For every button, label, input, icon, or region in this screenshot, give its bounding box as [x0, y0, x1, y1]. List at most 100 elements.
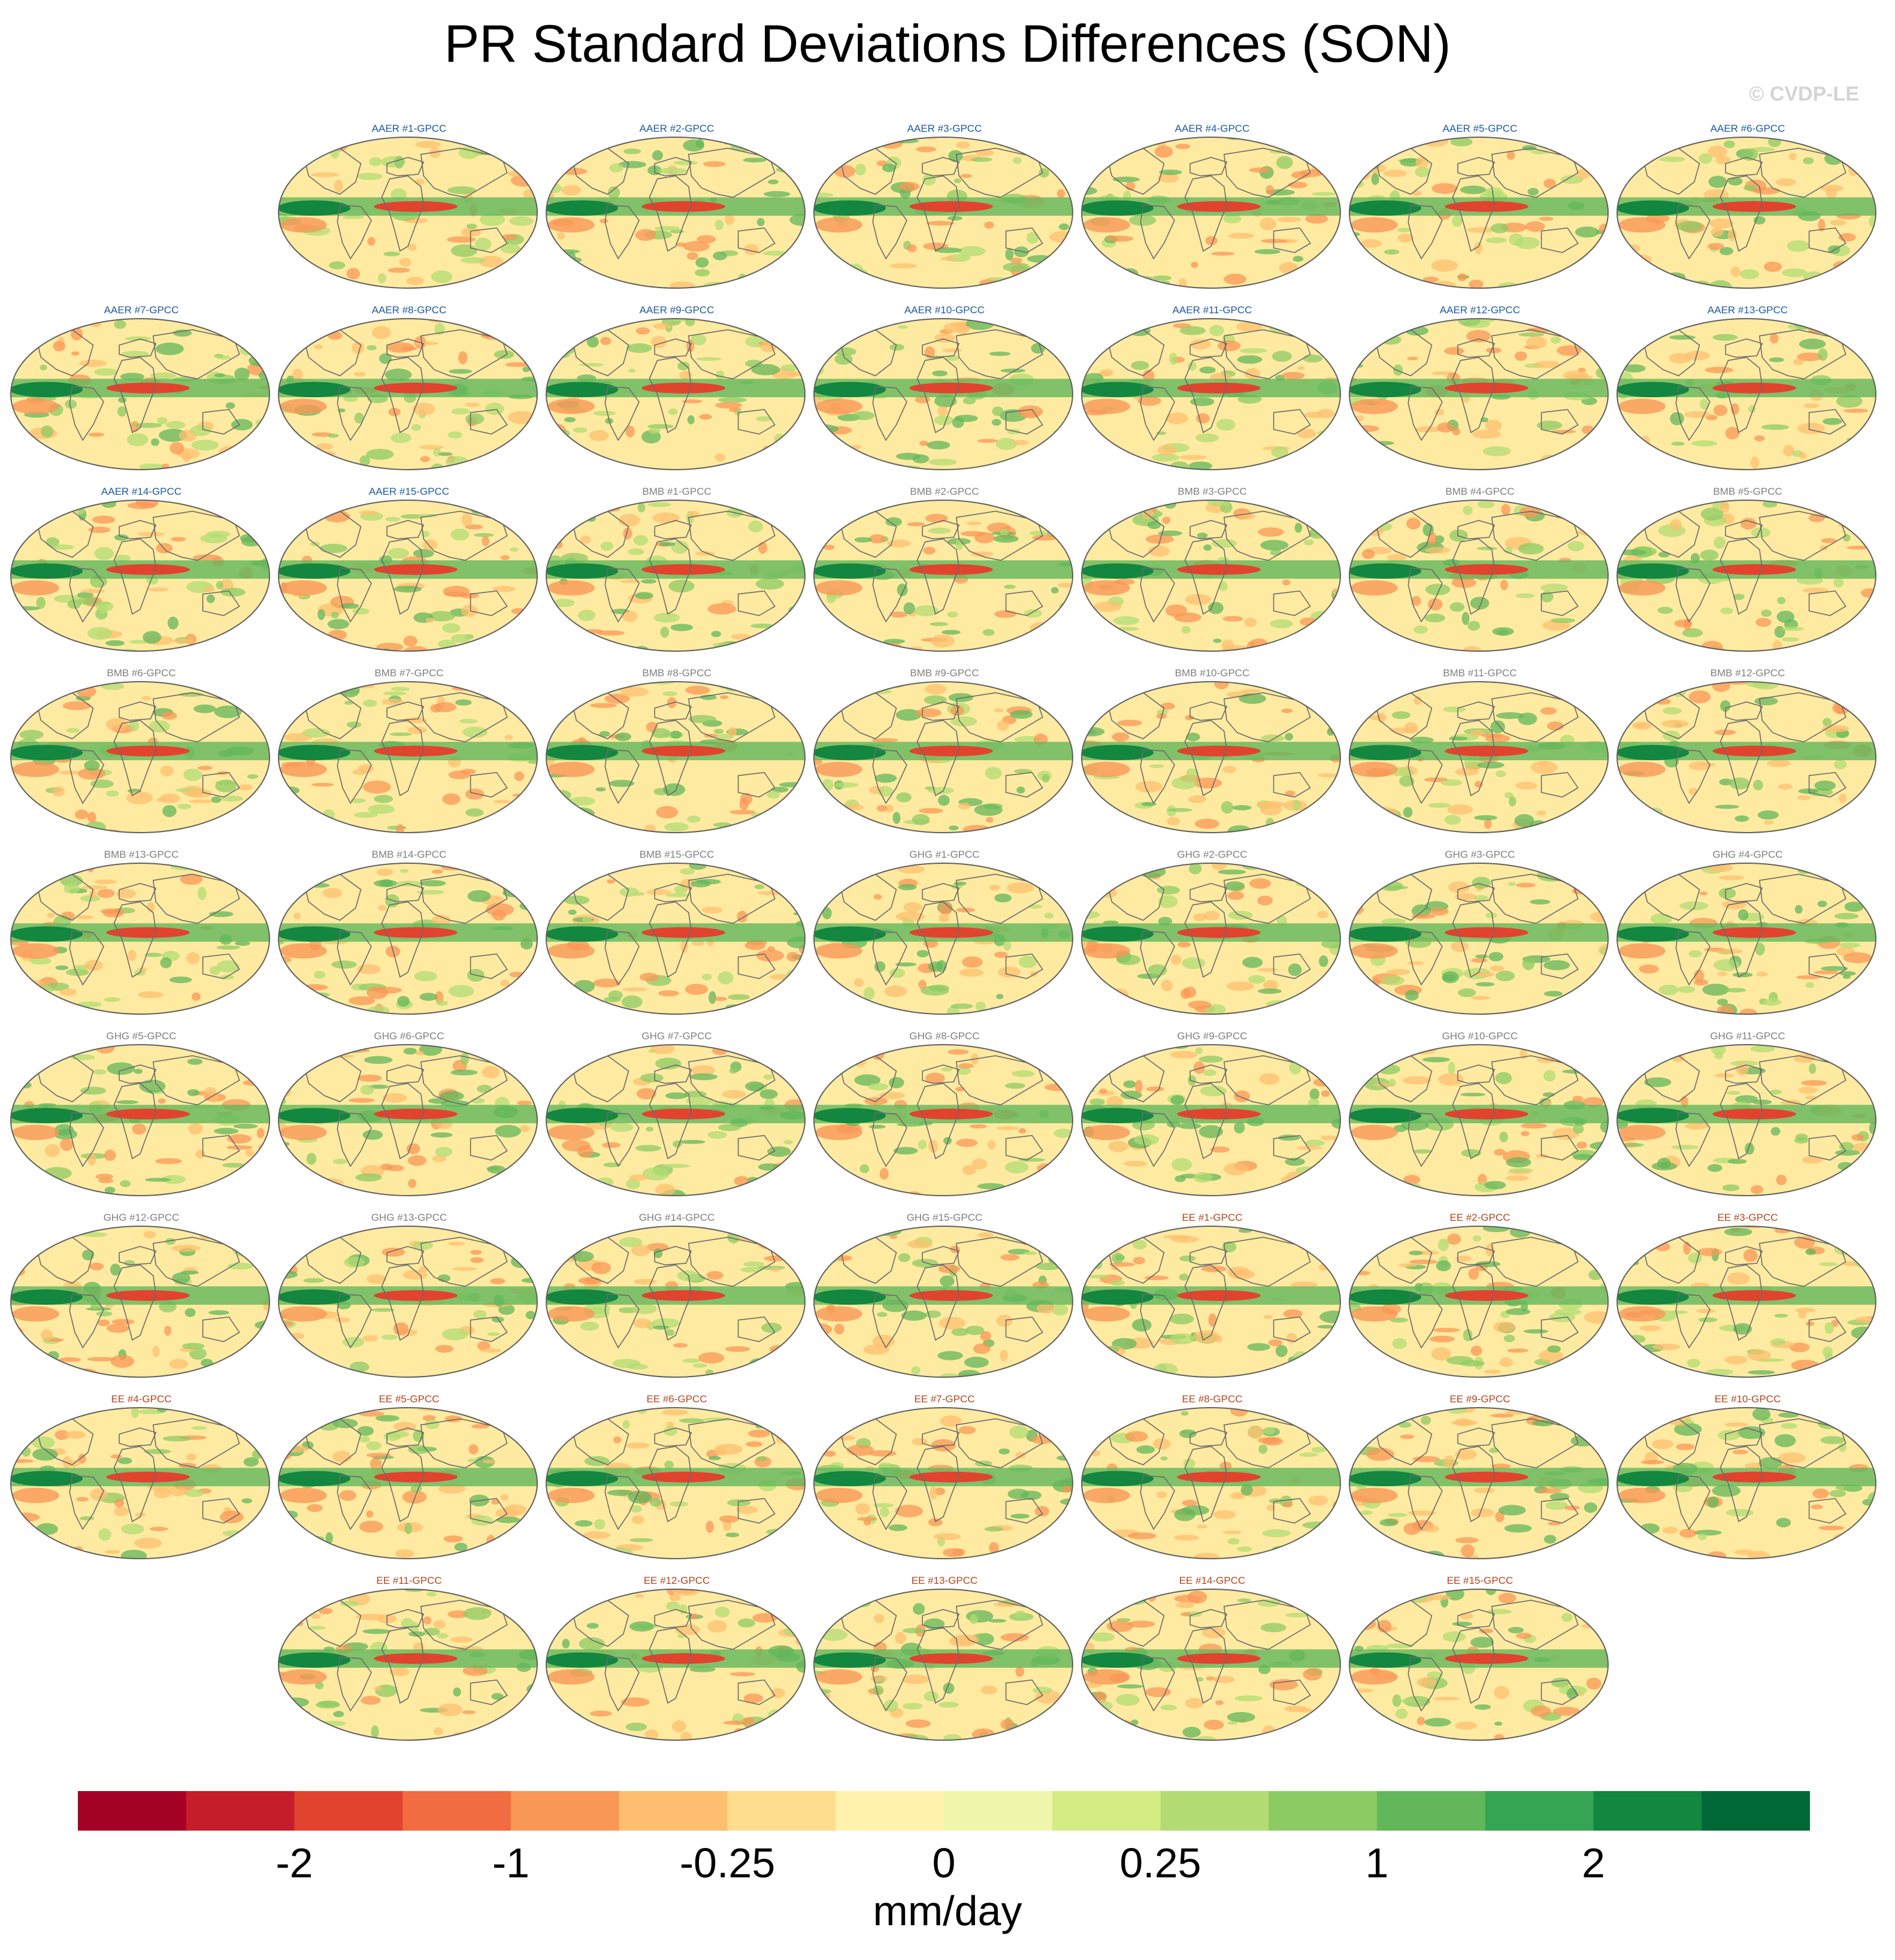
- anomaly-blob: [280, 1321, 293, 1326]
- anomaly-blob: [1509, 796, 1516, 807]
- anomaly-blob: [1477, 500, 1495, 509]
- anomaly-blob: [105, 790, 119, 797]
- anomaly-blob: [297, 140, 319, 148]
- coastline: [1725, 338, 1763, 358]
- anomaly-blob: [222, 1163, 246, 1168]
- anomaly-blob: [1582, 700, 1608, 706]
- coastline: [1540, 409, 1579, 435]
- map-panel-grid: AAER #1-GPCC AAER #2-GPCC AAER #3-GPCC AAER…: [10, 123, 1876, 1741]
- indian-ocean-anomaly: [814, 745, 886, 761]
- panel-title: EE #14-GPCC: [1179, 1575, 1246, 1586]
- anomaly-blob: [1013, 246, 1029, 258]
- anomaly-blob: [1024, 609, 1042, 618]
- anomaly-blob: [82, 1250, 95, 1261]
- pacific-anomaly: [909, 382, 993, 394]
- anomaly-blob: [762, 137, 775, 140]
- anomaly-blob: [1018, 1128, 1027, 1134]
- anomaly-blob: [1084, 516, 1099, 521]
- anomaly-blob: [893, 1147, 918, 1155]
- anomaly-blob: [1484, 1369, 1502, 1374]
- anomaly-blob: [313, 1735, 323, 1740]
- anomaly-blob: [1222, 1531, 1242, 1534]
- anomaly-blob: [636, 1088, 656, 1100]
- anomaly-blob: [1712, 1484, 1741, 1497]
- coastline: [1457, 1245, 1496, 1266]
- anomaly-blob: [385, 516, 401, 522]
- anomaly-blob: [1724, 140, 1735, 149]
- anomaly-blob: [92, 515, 116, 524]
- anomaly-blob: [1134, 1134, 1159, 1145]
- coastline: [119, 701, 157, 721]
- anomaly-blob: [846, 1049, 858, 1055]
- anomaly-blob: [1177, 942, 1191, 948]
- anomaly-blob: [559, 637, 582, 645]
- anomaly-blob: [1677, 220, 1703, 232]
- anomaly-blob: [1390, 727, 1418, 734]
- panel-title: BMB #2-GPCC: [910, 486, 979, 497]
- anomaly-blob: [1485, 237, 1507, 244]
- anomaly-blob: [938, 1265, 961, 1274]
- anomaly-blob: [1626, 148, 1645, 155]
- anomaly-blob: [1504, 1524, 1532, 1533]
- anomaly-blob: [346, 268, 360, 280]
- anomaly-blob: [371, 1725, 379, 1738]
- anomaly-blob: [85, 821, 106, 833]
- anomaly-blob: [1599, 519, 1608, 525]
- anomaly-blob: [1100, 1170, 1108, 1175]
- anomaly-blob: [600, 337, 612, 345]
- anomaly-blob: [549, 437, 568, 447]
- anomaly-blob: [1633, 255, 1652, 265]
- map-panel: AAER #10-GPCC: [813, 304, 1076, 473]
- anomaly-blob: [546, 1156, 565, 1169]
- anomaly-blob: [707, 1131, 727, 1139]
- anomaly-blob: [1522, 145, 1537, 151]
- anomaly-blob: [546, 1531, 562, 1536]
- anomaly-blob: [1778, 1452, 1806, 1463]
- anomaly-blob: [1699, 153, 1712, 164]
- anomaly-blob: [1223, 214, 1242, 223]
- anomaly-blob: [1149, 764, 1165, 768]
- anomaly-blob: [56, 1408, 77, 1413]
- coastline: [737, 590, 776, 616]
- anomaly-blob: [1500, 579, 1508, 591]
- map-plot: [1616, 1226, 1876, 1378]
- anomaly-blob: [1492, 627, 1514, 636]
- anomaly-blob: [92, 1069, 107, 1075]
- anomaly-blob: [1183, 987, 1197, 998]
- anomaly-blob: [1488, 952, 1504, 961]
- anomaly-blob: [1776, 1175, 1787, 1185]
- anomaly-blob: [855, 1503, 870, 1515]
- panel-title: AAER #3-GPCC: [907, 123, 982, 134]
- coastline: [1641, 1418, 1700, 1466]
- anomaly-blob: [435, 1000, 449, 1006]
- anomaly-blob: [184, 1308, 196, 1317]
- anomaly-blob: [1799, 452, 1807, 459]
- coastline: [654, 1064, 692, 1084]
- anomaly-blob: [1012, 1070, 1035, 1077]
- anomaly-blob: [586, 336, 599, 348]
- anomaly-blob: [382, 698, 404, 706]
- anomaly-blob: [1859, 819, 1875, 829]
- indian-ocean-anomaly: [814, 1652, 886, 1668]
- anomaly-blob: [1124, 1160, 1147, 1167]
- coastline: [1106, 873, 1165, 921]
- panel-title: GHG #9-GPCC: [1177, 1030, 1248, 1042]
- panel-title: AAER #4-GPCC: [1174, 123, 1250, 134]
- anomaly-blob: [428, 611, 455, 622]
- anomaly-blob: [1203, 544, 1212, 551]
- coastline: [649, 1264, 692, 1341]
- map-border: [1616, 1044, 1876, 1196]
- anomaly-blob: [874, 961, 886, 972]
- anomaly-blob: [465, 788, 485, 800]
- coastline: [570, 510, 629, 558]
- anomaly-blob: [854, 978, 864, 987]
- anomaly-blob: [303, 1278, 325, 1283]
- anomaly-blob: [1588, 1269, 1603, 1280]
- anomaly-blob: [1442, 971, 1459, 984]
- anomaly-blob: [959, 968, 984, 977]
- anomaly-blob: [756, 217, 765, 226]
- coastline: [1223, 1055, 1311, 1106]
- coastline: [119, 519, 157, 540]
- anomaly-blob: [1013, 642, 1024, 651]
- anomaly-blob: [755, 578, 785, 590]
